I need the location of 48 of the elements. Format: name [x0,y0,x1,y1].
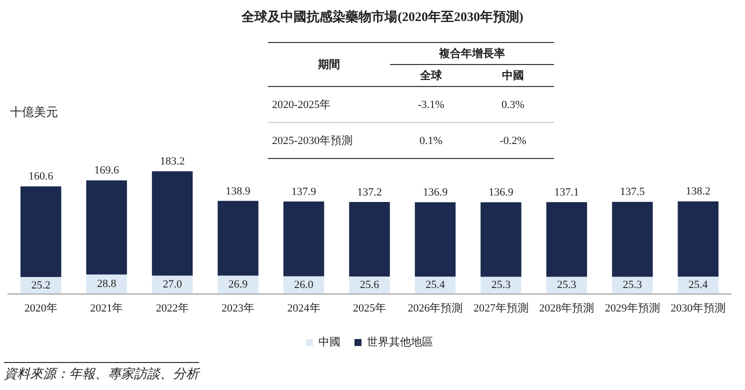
y-axis-title: 十億美元 [10,104,58,121]
data-label: 25.3 [622,279,643,292]
total-label: 137.9 [291,186,317,198]
data-label: 25.2 [31,279,50,292]
total-label: 169.6 [94,164,120,177]
data-label: 25.4 [688,279,708,292]
x-tick-label: 2026年預測 [408,302,463,314]
total-label: 183.2 [160,156,185,168]
data-label: 27.0 [162,278,182,291]
x-tick-label: 2027年預測 [473,302,528,314]
data-label: 25.3 [557,279,577,292]
total-label: 137.2 [357,186,382,198]
text: -3.1% [390,86,472,122]
text: 中國 [472,64,554,86]
total-label: 137.1 [554,186,580,198]
data-label: 25.6 [360,279,380,292]
data-label: 25.3 [491,279,512,292]
legend-label: 中國 [318,335,340,348]
x-tick-label: 2022年 [156,302,189,314]
data-label: 25.4 [426,279,446,292]
total-label: 138.9 [226,185,251,198]
text: 0.1% [390,122,472,158]
text: 全球 [390,64,472,86]
total-label: 138.2 [686,186,711,198]
source-note: 資料來源：年報、專家訪談、分析 [4,362,199,383]
text: -0.2% [472,122,554,158]
text: 2020-2025年 [268,86,390,122]
text: 2025-2030年預測 [268,122,390,158]
data-label: 28.8 [96,278,117,290]
total-label: 136.9 [488,186,514,199]
x-tick-label: 2029年預測 [604,302,660,314]
x-tick-label: 2023年 [222,302,255,314]
x-tick-label: 2025年 [353,302,386,314]
text: 期間 [268,42,390,86]
x-tick-label: 2020年 [24,302,58,314]
text: 0.3% [472,86,554,122]
total-label: 160.6 [28,170,54,183]
total-label: 136.9 [422,186,448,199]
x-tick-label: 2030年預測 [670,302,726,314]
x-tick-label: 2021年 [90,302,124,314]
data-label: 26.9 [228,278,248,291]
text: 複合年增長率 [390,42,554,64]
chart-title: 全球及中國抗感染藥物市場(2020年至2030年預測) [240,8,524,26]
data-label: 26.0 [294,278,314,291]
legend-label: 世界其他地區 [367,335,433,348]
x-tick-label: 2028年預測 [539,302,594,314]
total-label: 137.5 [620,186,646,198]
x-tick-label: 2024年 [287,302,320,314]
